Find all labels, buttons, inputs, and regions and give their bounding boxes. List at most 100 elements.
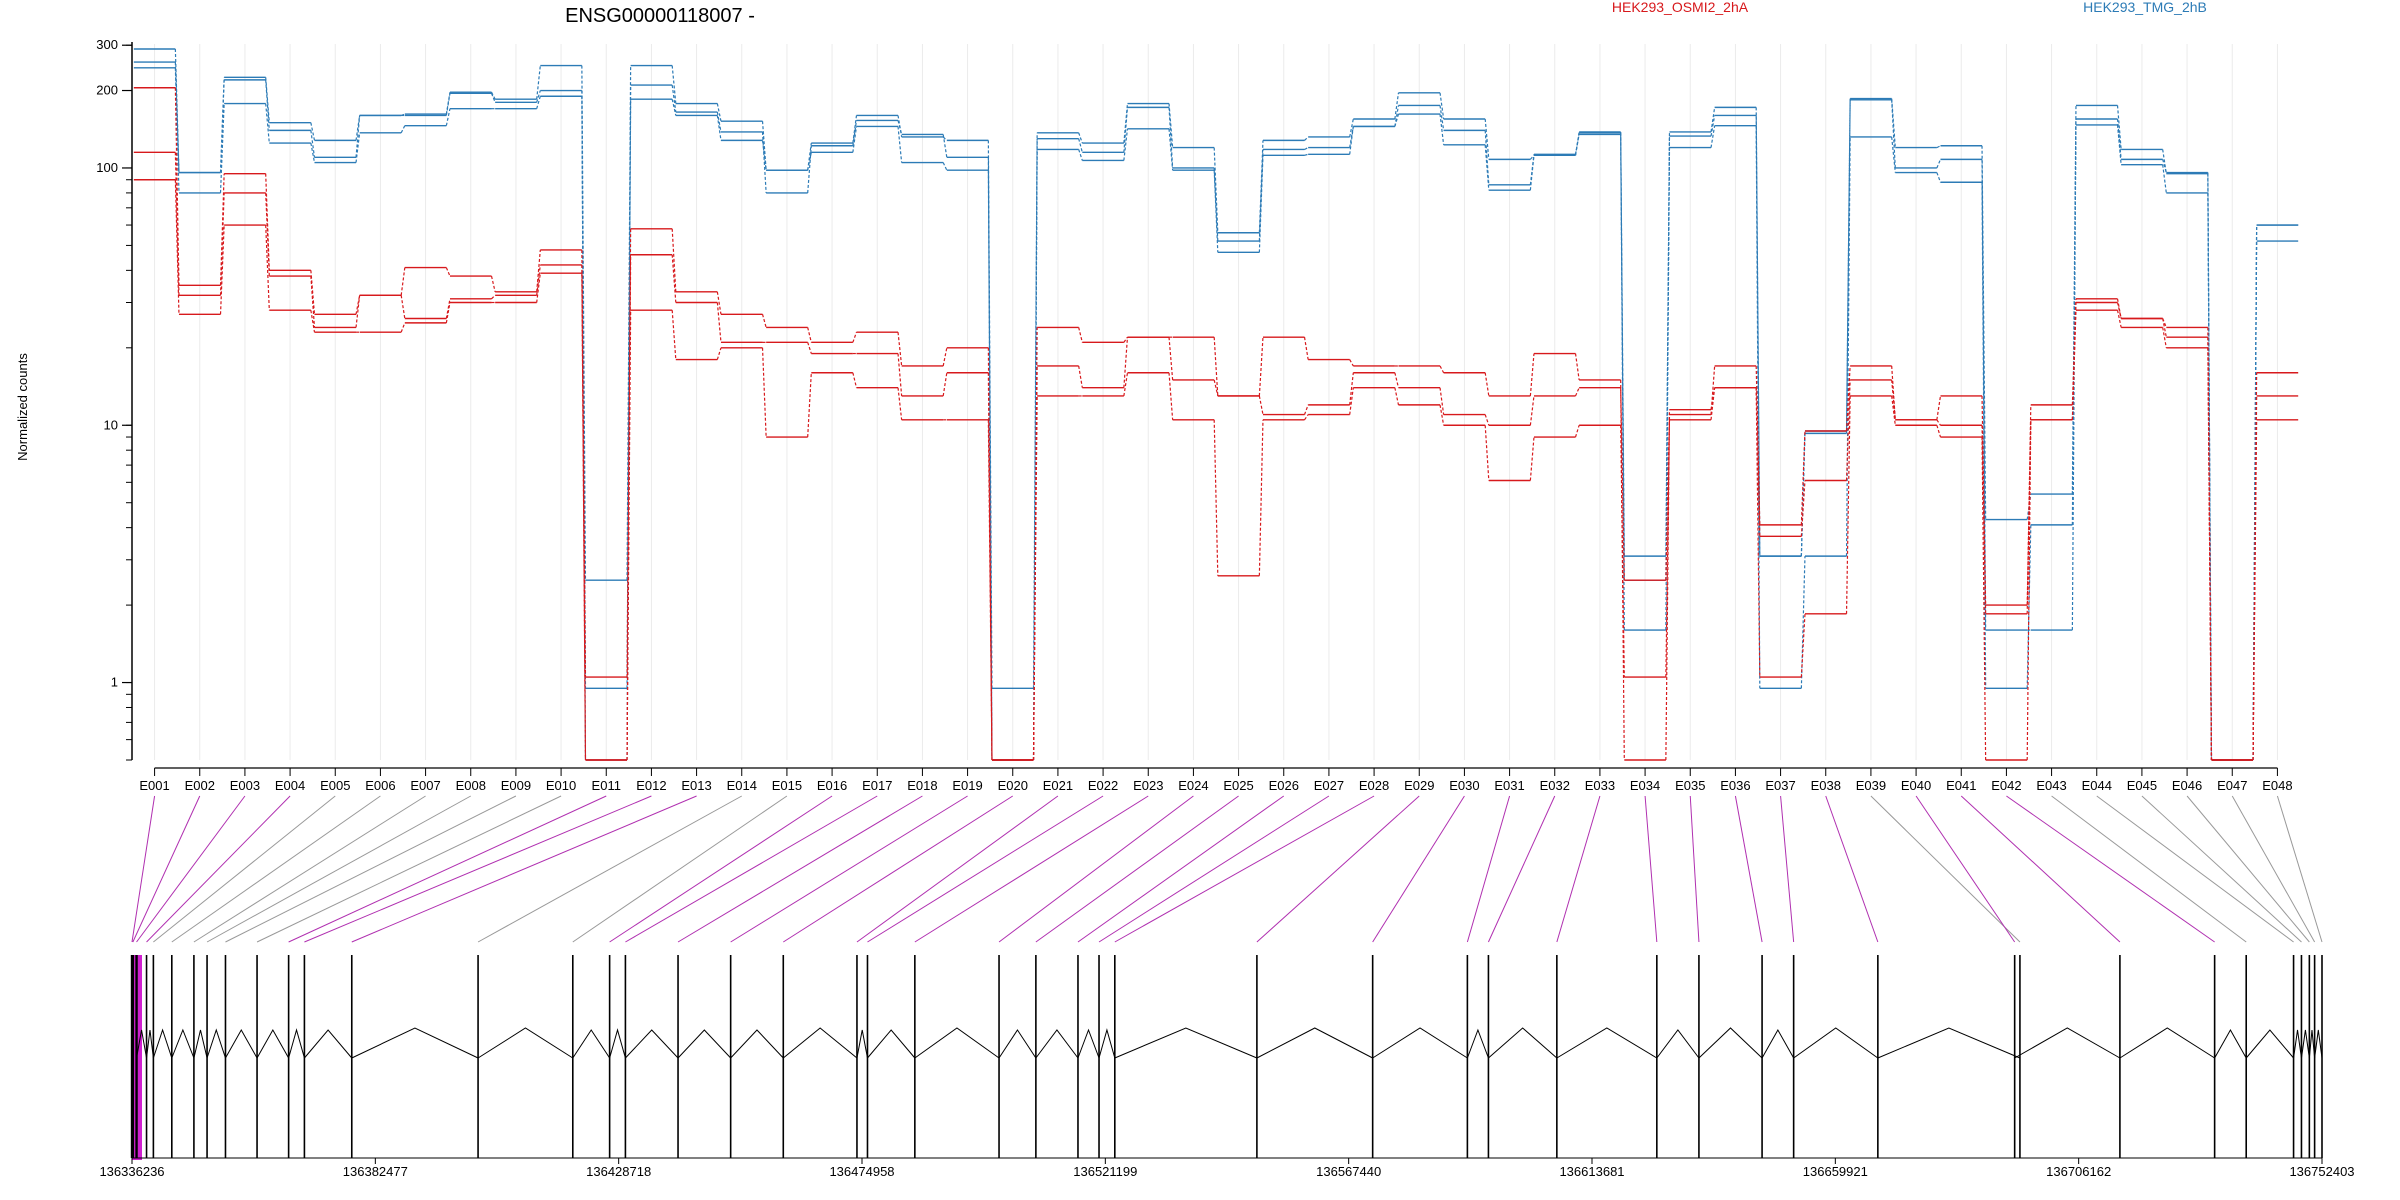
exon-label-e027: E027 [1314,778,1344,793]
series-connector [1936,172,1942,183]
series-connector [716,115,722,141]
intron-line [2245,1029,2294,1059]
series-connector [1936,395,1942,420]
series-connector [2116,310,2122,328]
series-connector [174,179,180,315]
series-hek293_osmi2_2ha-6 [133,179,2299,761]
exon-label-e014: E014 [727,778,757,793]
exon-label-e015: E015 [772,778,802,793]
exon-label-e023: E023 [1133,778,1163,793]
exon-label-e030: E030 [1449,778,1479,793]
connector-e042 [2006,795,2215,943]
series-connector [852,120,858,146]
intron-line [304,1029,353,1059]
connector-e011 [288,795,607,943]
connector-e015 [572,795,788,943]
series-connector [1529,154,1535,160]
series-connector [1484,414,1490,426]
exon-label-e041: E041 [1946,778,1976,793]
series-connector [2162,318,2167,338]
intron-line [782,1027,858,1059]
series-connector [1710,115,1716,137]
series-connector [536,90,541,103]
series-connector [1078,149,1083,161]
series-hek293_tmg_2hb-1 [133,48,2299,761]
intron-line [1077,1028,1100,1059]
exon-label-e025: E025 [1223,778,1253,793]
connector-e033 [1556,795,1601,943]
series-connector [1032,395,1038,761]
series-connector [1394,372,1400,388]
connector-e035 [1689,795,1700,943]
series-connector [1439,404,1445,426]
series-connector [1800,430,1806,525]
exon-label-e038: E038 [1811,778,1841,793]
series-connector [174,87,180,286]
series-hek293_osmi2_2ha-5 [133,151,2299,761]
series-connector [1168,372,1174,420]
exon-label-e003: E003 [230,778,260,793]
connector-e041 [1960,795,2121,943]
exon-label-e020: E020 [998,778,1028,793]
intron-line [1098,1028,1116,1059]
series-connector [807,152,812,171]
series-connector [807,327,812,343]
series-connector [671,84,677,113]
intron-line [171,1028,195,1059]
exon-label-e035: E035 [1675,778,1705,793]
connector-e045 [2141,795,2302,943]
intron-line [288,1028,305,1059]
exon-label-e009: E009 [501,778,531,793]
series-connector [1620,379,1625,761]
exon-label-e046: E046 [2172,778,2202,793]
connector-e046 [2186,795,2310,943]
series-connector [942,136,948,141]
series-connector [1484,425,1490,481]
series-connector [1936,419,1941,426]
intron-line [1466,1028,1489,1059]
series-connector [1439,113,1445,145]
series-connector [219,192,225,296]
series-connector [1349,372,1354,405]
series-connector [1123,336,1128,343]
series-connector [1394,387,1400,406]
series-connector [1891,98,1896,148]
exon-label-e047: E047 [2217,778,2247,793]
series-connector [1258,155,1264,253]
intron-line [1793,1027,1879,1059]
series-connector [2026,524,2032,689]
series-connector [1439,387,1445,415]
series-connector [987,419,993,761]
series-connector [807,145,812,193]
series-connector [1574,387,1580,397]
series-connector [671,310,677,360]
series-connector [716,302,722,343]
series-connector [1710,125,1716,148]
exon-label-e037: E037 [1765,778,1795,793]
series-connector [807,372,812,438]
genomic-tick-label: 136521199 [1073,1164,1137,1179]
series-connector [1845,365,1851,432]
series-connector [1439,105,1445,131]
series-connector [1213,379,1219,397]
intron-line [146,1029,154,1059]
intron-line [730,1029,784,1059]
intron-line [572,1029,611,1059]
connector-e016 [609,795,833,943]
exon-label-e018: E018 [907,778,937,793]
series-connector [1123,337,1129,388]
exon-label-e016: E016 [817,778,847,793]
series-hek293_tmg_2hb-3 [133,67,2299,761]
connector-e009 [225,795,517,943]
series-connector [1123,372,1129,397]
intron-line [477,1027,574,1059]
series-connector [1484,118,1490,160]
intron-line [2014,1027,2121,1059]
series-connector [1349,359,1354,367]
intron-line [609,1028,626,1059]
series-connector [581,96,587,689]
series-connector [1529,395,1535,426]
exon-label-e002: E002 [185,778,215,793]
series-connector [1665,419,1671,678]
series-connector [1439,365,1445,374]
